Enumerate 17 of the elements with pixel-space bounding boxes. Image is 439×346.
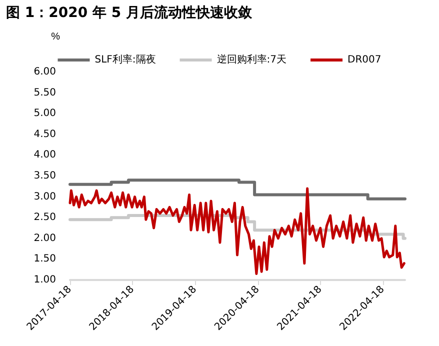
- y-tick-label: 5.50: [34, 87, 56, 98]
- y-tick-label: 6.00: [34, 66, 56, 78]
- line-series: [68, 187, 406, 276]
- y-tick-label: 1.50: [34, 254, 56, 265]
- legend-label: 逆回购利率:7天: [216, 54, 287, 66]
- y-tick-label: 4.00: [34, 150, 56, 161]
- y-tick-label: 5.00: [34, 108, 56, 120]
- y-tick-label: 4.50: [34, 128, 56, 140]
- y-tick-label: 2.50: [34, 212, 56, 224]
- y-tick-label: 1.00: [34, 274, 56, 286]
- legend-label: SLF利率:隔夜: [94, 54, 156, 66]
- y-tick-label: 3.00: [34, 191, 56, 202]
- y-axis-title: %: [51, 32, 60, 42]
- legend-label: DR007: [348, 54, 382, 66]
- y-tick-label: 2.00: [34, 232, 56, 244]
- chart-title: 图 1：2020 年 5 月后流动性快速收敛: [6, 4, 252, 22]
- y-tick-label: 3.50: [34, 170, 56, 182]
